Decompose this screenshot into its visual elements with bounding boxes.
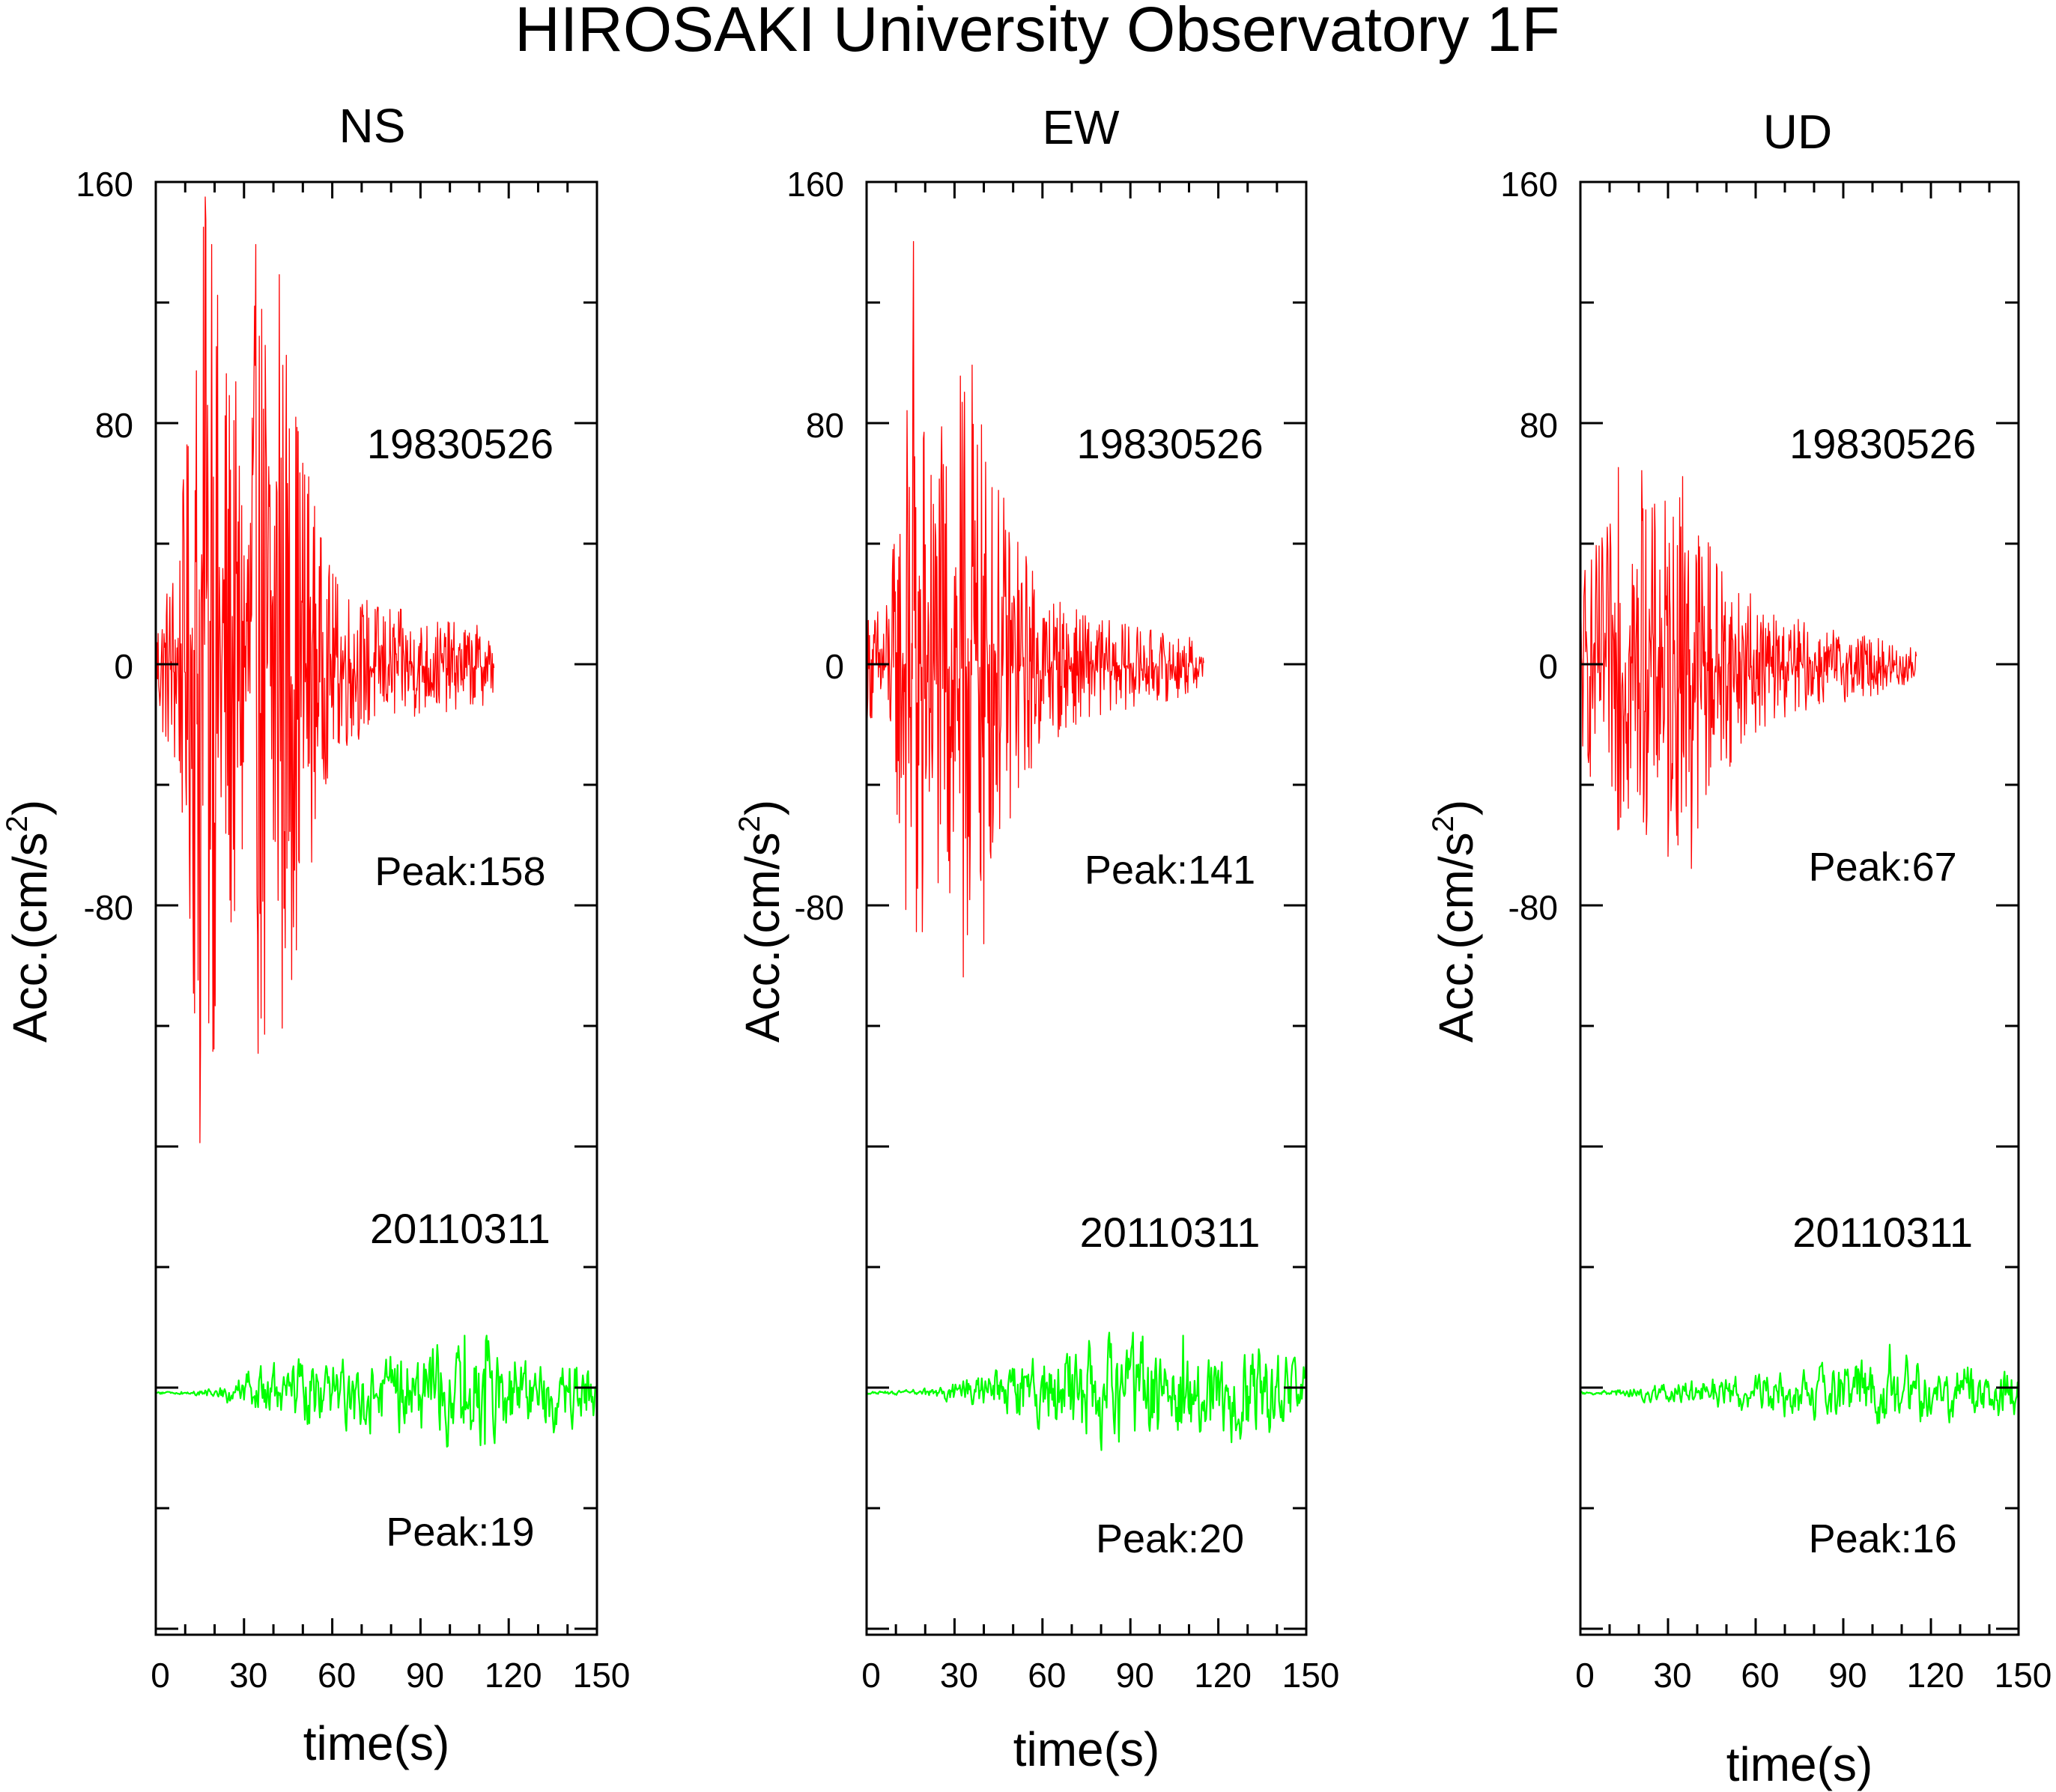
panel-title: EW [1042,100,1120,154]
y-axis-label-superscript: 2 [1427,815,1460,832]
y-axis-label-close: ) [736,800,789,815]
y-axis-label-superscript: 2 [733,815,766,832]
peak-label: Peak:141 [1085,848,1255,893]
x-tick-label: 0 [1575,1656,1595,1695]
trace-20110311 [867,1331,1306,1451]
y-tick-label: 160 [1500,165,1558,204]
plot-frame [1579,180,2020,1636]
series-date-label: 19830526 [1789,420,1976,467]
series-date-label: 19830526 [1076,420,1263,467]
x-tick-label: 120 [485,1656,542,1695]
series-date-label: 20110311 [370,1205,551,1252]
x-tick-label: 60 [1028,1656,1066,1695]
figure-title: HIROSAKI University Observatory 1F [515,0,1560,64]
x-tick-label: 120 [1194,1656,1252,1695]
x-tick-label: 30 [1653,1656,1691,1695]
y-tick-label: 80 [1520,406,1558,445]
traces [1580,467,2019,1425]
x-tick-label: 0 [861,1656,881,1695]
peak-label: Peak:20 [1096,1516,1244,1561]
traces [156,196,597,1448]
x-tick-label: 120 [1907,1656,1965,1695]
series-date-label: 20110311 [1792,1209,1973,1256]
peak-label: Peak:19 [386,1510,534,1555]
x-tick-label: 30 [229,1656,267,1695]
plot-frame [865,180,1308,1636]
x-tick-label: 60 [1741,1656,1779,1695]
y-axis-label: Acc.(cm/s2) [1427,800,1483,1042]
x-tick-label: 150 [1282,1656,1340,1695]
y-axis-label: Acc.(cm/s2) [733,800,789,1042]
panels: NS 19830526 Peak:158 20110311 Peak:19 0 30 60 90… [1,99,2052,1791]
y-tick-label: 0 [1538,647,1558,686]
panel-title: UD [1763,105,1832,159]
panel-ew: EW 19830526 Peak:141 20110311 Peak:20 0 30 60 90… [733,100,1339,1776]
y-tick-label: 80 [806,406,844,445]
x-tick-label: 150 [1995,1656,2052,1695]
plot-frame [154,180,598,1636]
y-axis-label-base: Acc.(cm/s [1429,832,1483,1042]
y-tick-label: 160 [786,165,844,204]
x-tick-label: 0 [151,1656,170,1695]
y-tick-label: 80 [95,406,133,445]
peak-label: Peak:67 [1809,845,1957,890]
x-tick-label: 30 [940,1656,978,1695]
trace-19830526 [867,240,1204,978]
y-axis-label-base: Acc.(cm/s [736,832,789,1042]
y-tick-label: -80 [84,888,133,927]
y-tick-label: 0 [114,647,133,686]
trace-19830526 [156,196,495,1143]
panel-title: NS [339,99,406,153]
y-tick-label: -80 [795,888,844,927]
x-tick-label: 90 [1828,1656,1867,1695]
x-axis-label: time(s) [303,1716,450,1770]
traces [867,240,1306,1451]
series-date-label: 20110311 [1080,1209,1261,1256]
x-axis-label: time(s) [1726,1737,1873,1791]
x-tick-label: 90 [1116,1656,1154,1695]
y-tick-label: 0 [825,647,844,686]
x-tick-label: 90 [406,1656,444,1695]
x-tick-label: 60 [318,1656,356,1695]
trace-20110311 [156,1334,597,1448]
y-axis-label-close: ) [3,800,57,815]
series-date-label: 19830526 [367,420,554,467]
trace-19830526 [1580,467,1917,869]
y-tick-label: -80 [1508,888,1558,927]
panel-ns: NS 19830526 Peak:158 20110311 Peak:19 0 30 60 90… [1,99,630,1770]
x-tick-label: 150 [573,1656,631,1695]
trace-20110311 [1580,1343,2019,1425]
y-axis-label-superscript: 2 [1,815,34,832]
y-tick-label: 160 [76,165,133,204]
y-axis-label-close: ) [1429,800,1483,815]
x-axis-label: time(s) [1013,1722,1160,1776]
y-axis-label: Acc.(cm/s2) [1,800,57,1042]
peak-label: Peak:158 [374,849,545,894]
panel-ud: UD 19830526 Peak:67 20110311 Peak:16 0 30 60 90 1… [1427,105,2052,1791]
peak-label: Peak:16 [1809,1516,1957,1561]
y-axis-label-base: Acc.(cm/s [3,832,57,1042]
